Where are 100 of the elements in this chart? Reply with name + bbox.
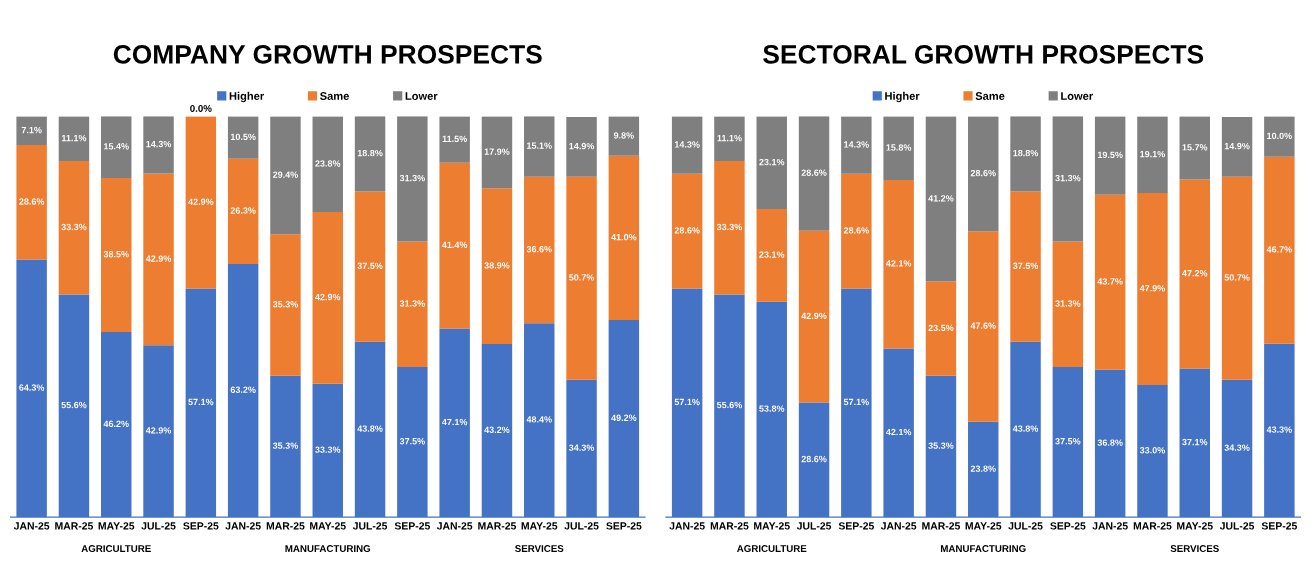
x-tick-label: JAN-25 bbox=[880, 522, 917, 530]
data-label: 15.4% bbox=[104, 143, 129, 150]
legend-label: Lower bbox=[405, 92, 438, 100]
data-label: 15.7% bbox=[1182, 144, 1208, 151]
bar bbox=[101, 177, 132, 333]
text: MANUFACTURING bbox=[285, 545, 371, 553]
data-label: 23.1% bbox=[759, 158, 785, 166]
data-label: 18.8% bbox=[1013, 149, 1039, 157]
bar bbox=[227, 158, 259, 264]
bar bbox=[1221, 176, 1253, 380]
data-label: 33.3% bbox=[315, 446, 341, 453]
x-tick-label: JUL-25 bbox=[1219, 522, 1255, 530]
x-tick-label: MAR-25 bbox=[55, 522, 94, 530]
bar bbox=[143, 116, 174, 174]
data-label: 18.8% bbox=[357, 149, 383, 157]
data-label: 42.9% bbox=[315, 293, 341, 301]
bar bbox=[968, 231, 999, 422]
data-label: 36.6% bbox=[526, 245, 552, 253]
data-label: 42.1% bbox=[885, 260, 912, 267]
data-label: 14.3% bbox=[146, 140, 172, 148]
data-label: 11.5% bbox=[442, 135, 467, 143]
bar bbox=[481, 188, 513, 345]
text: SERVICES bbox=[1170, 545, 1219, 553]
data-label: 0.0% bbox=[190, 105, 212, 112]
data-label: 43.7% bbox=[1097, 278, 1123, 285]
x-tick-label: JAN-25 bbox=[13, 522, 50, 530]
bar bbox=[798, 230, 830, 403]
x-tick-label: MAY-25 bbox=[754, 522, 790, 530]
x-tick-label: JAN-25 bbox=[669, 522, 705, 530]
x-tick-label: SEP-25 bbox=[838, 522, 874, 530]
data-label: 37.5% bbox=[1055, 438, 1081, 445]
bar bbox=[714, 116, 745, 162]
bar bbox=[1052, 241, 1084, 367]
x-tick-label: SEP-25 bbox=[1261, 522, 1298, 530]
data-label: 7.1% bbox=[21, 126, 42, 134]
chart-title: SECTORAL GROWTH PROSPECTS bbox=[763, 45, 1204, 64]
data-label: 19.1% bbox=[1140, 150, 1166, 158]
data-label: 37.5% bbox=[399, 438, 425, 445]
x-tick-label: MAY-25 bbox=[310, 522, 346, 530]
bar bbox=[58, 116, 90, 162]
bar bbox=[1137, 193, 1168, 385]
bar bbox=[756, 116, 787, 210]
data-label: 37.1% bbox=[1182, 438, 1208, 446]
bar bbox=[354, 191, 386, 342]
data-label: 38.5% bbox=[103, 251, 129, 258]
data-label: 47.1% bbox=[441, 418, 468, 426]
bar bbox=[439, 116, 470, 163]
x-tick-label: MAR-25 bbox=[922, 522, 961, 530]
bar bbox=[1137, 116, 1168, 194]
data-label: 37.5% bbox=[357, 262, 383, 270]
x-tick-label: MAR-25 bbox=[478, 522, 517, 530]
bar bbox=[1264, 156, 1295, 344]
data-label: 47.6% bbox=[970, 322, 996, 329]
data-label: 50.7% bbox=[569, 274, 595, 281]
bar bbox=[439, 162, 470, 329]
data-label: 57.1% bbox=[188, 398, 214, 406]
x-tick-label: JUL-25 bbox=[141, 522, 176, 530]
data-label: 17.9% bbox=[484, 148, 510, 155]
bar bbox=[1264, 116, 1295, 157]
data-label: 28.6% bbox=[970, 169, 996, 177]
bar bbox=[968, 116, 999, 232]
data-label: 38.9% bbox=[484, 262, 510, 269]
data-label: 47.2% bbox=[1182, 270, 1208, 277]
data-label: 55.6% bbox=[61, 401, 87, 409]
x-tick-label: JUL-25 bbox=[796, 522, 832, 530]
data-label: 43.8% bbox=[357, 425, 383, 432]
legend-label: Higher bbox=[885, 91, 920, 103]
data-label: 15.1% bbox=[527, 142, 552, 149]
bar bbox=[481, 116, 513, 189]
data-label: 11.1% bbox=[61, 134, 87, 142]
bar bbox=[185, 116, 217, 289]
bar bbox=[1094, 116, 1126, 195]
bar bbox=[397, 116, 428, 242]
data-label: 26.3% bbox=[230, 207, 256, 214]
data-label: 33.3% bbox=[61, 223, 87, 231]
bar bbox=[524, 116, 555, 177]
data-label: 42.9% bbox=[145, 255, 172, 262]
bar bbox=[58, 161, 90, 295]
bar bbox=[608, 116, 640, 156]
bar bbox=[671, 173, 703, 289]
bar bbox=[798, 116, 830, 231]
legend-label: Higher bbox=[229, 91, 264, 103]
x-tick-label: MAR-25 bbox=[266, 522, 305, 530]
data-label: 10.0% bbox=[1267, 132, 1292, 140]
data-label: 35.3% bbox=[272, 442, 299, 449]
data-label: 37.5% bbox=[1012, 262, 1039, 270]
data-label: 31.3% bbox=[1055, 174, 1081, 182]
data-label: 34.3% bbox=[568, 444, 595, 451]
data-label: 28.6% bbox=[843, 227, 869, 234]
bar bbox=[883, 179, 914, 349]
data-label: 57.1% bbox=[674, 398, 700, 406]
x-tick-label: MAY-25 bbox=[965, 522, 1002, 530]
x-tick-label: JAN-25 bbox=[225, 522, 261, 530]
bar bbox=[1221, 117, 1253, 177]
data-label: 31.3% bbox=[1055, 300, 1081, 307]
bar bbox=[714, 161, 745, 295]
bar bbox=[841, 116, 872, 174]
data-label: 41.4% bbox=[441, 241, 468, 248]
bar bbox=[143, 173, 174, 346]
data-label: 28.6% bbox=[19, 198, 45, 205]
